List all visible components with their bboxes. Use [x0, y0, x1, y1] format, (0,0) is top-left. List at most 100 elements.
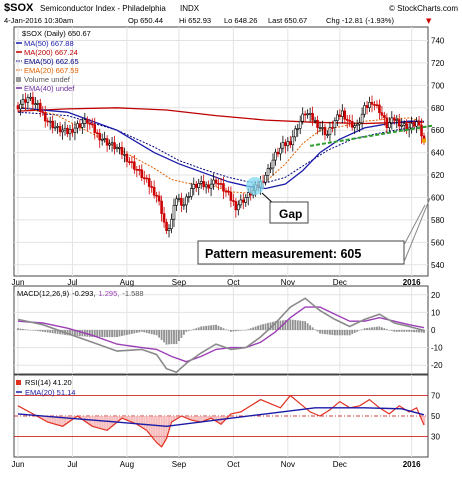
macd-histogram-bar — [244, 330, 247, 331]
price-bar-body — [318, 127, 322, 129]
macd-histogram-bar — [341, 330, 344, 336]
macd-histogram-bar — [187, 330, 190, 331]
macd-histogram-bar — [289, 319, 292, 330]
legend-volume: Volume undef — [24, 75, 71, 84]
price-bar-body — [48, 120, 52, 123]
price-bar-body — [281, 142, 285, 149]
price-bar-body — [21, 99, 25, 105]
gap-marker — [246, 177, 264, 195]
price-bar-body — [110, 142, 114, 145]
change-down-icon: ▼ — [426, 17, 432, 25]
price-bar-body — [73, 127, 77, 133]
macd-histogram-bar — [346, 330, 349, 336]
macd-histogram-bar — [274, 321, 277, 330]
gap-box — [269, 201, 309, 224]
macd-histogram-bar — [145, 330, 148, 333]
price-bar-body — [140, 169, 144, 178]
rsi-oversold-fill — [205, 416, 208, 421]
price-bar-body — [345, 119, 349, 121]
price-bar-body — [123, 154, 126, 156]
macd-histogram-bar — [19, 328, 22, 330]
macd-histogram-bar — [385, 329, 388, 330]
price-bar-body — [115, 147, 119, 150]
rsi-oversold-fill — [163, 416, 166, 443]
macd-histogram-bar — [368, 327, 371, 330]
price-bar-body — [165, 221, 168, 231]
macd-histogram-bar — [76, 330, 79, 336]
macd-histogram-bar — [363, 328, 366, 330]
legend-macd-v3: -1.588 — [122, 289, 143, 298]
price-bar-body — [323, 127, 327, 136]
quote-date: 4-Jan-2016 10:30am — [4, 16, 73, 25]
macd-histogram-bar — [366, 327, 368, 330]
rsi-oversold-fill — [165, 416, 168, 439]
macd-histogram-bar — [423, 330, 425, 333]
rsi-oversold-fill — [51, 416, 54, 424]
macd-histogram-bar — [148, 330, 151, 334]
price-bar-body — [98, 133, 101, 141]
x-tick-label-upper: Sep — [172, 278, 187, 287]
macd-histogram-bar — [301, 320, 304, 330]
macd-histogram-bar — [267, 322, 269, 330]
macd-histogram-bar — [24, 329, 27, 330]
price-y-tick-label: 660 — [431, 126, 445, 135]
price-bar-body — [353, 125, 356, 128]
price-bar-body — [192, 184, 196, 189]
macd-histogram-bar — [361, 329, 364, 330]
rsi-oversold-fill — [128, 416, 131, 422]
rsi-oversold-fill — [158, 416, 161, 445]
rsi-oversold-fill — [138, 416, 141, 426]
price-bar-body — [145, 177, 149, 180]
x-tick-label-lower: Jun — [12, 460, 25, 469]
price-bar-body — [271, 159, 275, 169]
macd-histogram-bar — [71, 330, 74, 336]
price-bar-body — [266, 168, 270, 176]
legend-ma200: MA(200) 667.24 — [24, 48, 78, 57]
pattern-annotation: Pattern measurement: 605 — [197, 197, 431, 265]
macd-histogram-bar — [249, 328, 252, 330]
macd-histogram-bar — [78, 330, 81, 337]
x-tick-label-lower: 2016 — [403, 460, 421, 469]
price-bar-body — [95, 132, 99, 134]
rsi-oversold-fill — [113, 416, 116, 425]
pattern-label: Pattern measurement: 605 — [205, 247, 361, 261]
macd-histogram-bar — [182, 330, 185, 335]
macd-histogram-bar — [135, 330, 138, 333]
price-bar-body — [135, 169, 139, 171]
price-bar-body — [368, 101, 371, 108]
macd-histogram-bar — [155, 330, 158, 336]
price-bar-body — [410, 123, 413, 129]
macd-histogram-bar — [247, 329, 250, 330]
price-bar-body — [199, 181, 203, 184]
macd-histogram-bar — [56, 330, 59, 334]
macd-histogram-bar — [252, 327, 255, 330]
macd-histogram-bar — [254, 326, 257, 330]
macd-histogram-bar — [93, 330, 96, 338]
macd-histogram-bar — [257, 325, 260, 330]
price-bar-body — [355, 123, 359, 127]
price-bar-body — [395, 119, 399, 121]
price-bar-body — [279, 147, 282, 155]
macd-histogram-bar — [319, 330, 321, 334]
price-bar-body — [400, 124, 404, 127]
rsi-oversold-fill — [187, 416, 191, 420]
price-bar-body — [133, 161, 136, 170]
macd-histogram-bar — [180, 330, 183, 338]
macd-histogram-bar — [111, 330, 113, 338]
price-bar-body — [313, 119, 317, 122]
macd-histogram-bar — [356, 330, 359, 332]
rsi-oversold-fill — [197, 416, 200, 422]
price-bar-body — [296, 128, 300, 130]
price-bar-body — [46, 120, 50, 123]
macd-histogram-bar — [388, 330, 391, 331]
x-tick-label-lower: Aug — [120, 460, 134, 469]
price-bar-body — [204, 184, 208, 188]
price-bar-body — [160, 200, 163, 214]
price-bar-body — [328, 127, 332, 135]
macd-histogram-bar — [150, 330, 153, 335]
price-bar-body — [373, 104, 376, 106]
rsi-oversold-fill — [153, 416, 156, 440]
price-bar-body — [289, 141, 292, 146]
macd-histogram-bar — [205, 325, 208, 330]
price-y-tick-label: 680 — [431, 104, 445, 113]
